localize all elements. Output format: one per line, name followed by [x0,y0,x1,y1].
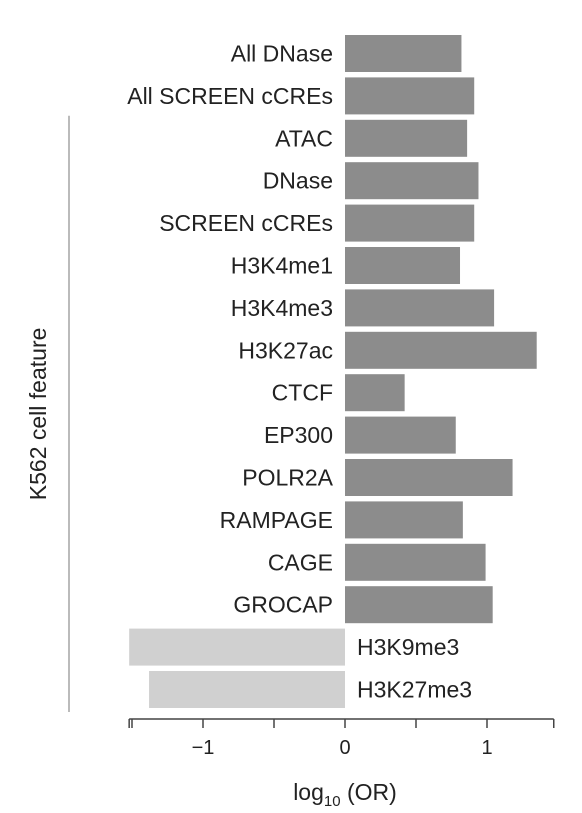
x-axis-title-main: log [293,779,324,805]
bar-polr2a [345,459,513,496]
category-label-rampage: RAMPAGE [220,507,333,533]
bar-h3k9me3 [129,628,345,666]
x-tick-label: −1 [192,737,215,759]
bar-grocap [345,586,493,624]
x-axis: −1 0 1 [128,718,555,759]
bars-group [129,35,537,708]
category-label-dnase: DNase [263,168,333,194]
bar-cage [345,543,486,581]
x-tick-label: 0 [339,737,350,759]
bar-h3k4me1 [345,247,461,284]
category-label-polr2a: POLR2A [242,465,333,491]
bar-all-screen-ccres [345,77,475,115]
category-label-cage: CAGE [268,549,333,575]
category-label-h3k27ac: H3K27ac [238,337,333,363]
bar-ctcf [345,374,405,412]
category-label-h3k4me1: H3K4me1 [231,253,333,279]
x-axis-title-suffix: (OR) [341,779,397,805]
bar-h3k27ac [345,331,537,369]
bar-all-dnase [345,35,462,72]
category-labels: All DNase All SCREEN cCREs ATAC DNase SCREEN… [127,41,472,703]
category-label-atac: ATAC [275,125,333,151]
bar-rampage [345,501,463,539]
category-label-grocap: GROCAP [233,592,333,618]
bar-h3k4me3 [345,289,495,327]
category-label-ep300: EP300 [264,422,333,448]
category-label-ctcf: CTCF [272,380,333,406]
bar-dnase [345,162,479,200]
y-axis-title: K562 cell feature [25,328,51,501]
category-label-all-dnase: All DNase [231,41,333,67]
category-label-screen-ccres: SCREEN cCREs [159,210,333,236]
x-tick-label: 1 [481,737,492,759]
x-axis-title: log10 (OR) [293,779,397,810]
category-label-h3k9me3: H3K9me3 [357,634,459,660]
x-axis-title-subscript: 10 [324,793,341,810]
category-label-all-screen-ccres: All SCREEN cCREs [127,83,333,109]
bar-h3k27me3 [149,671,345,708]
category-label-h3k4me3: H3K4me3 [231,295,333,321]
bar-screen-ccres [345,204,475,242]
category-label-h3k27me3: H3K27me3 [357,677,472,703]
bar-ep300 [345,416,456,454]
bar-atac [345,119,468,157]
